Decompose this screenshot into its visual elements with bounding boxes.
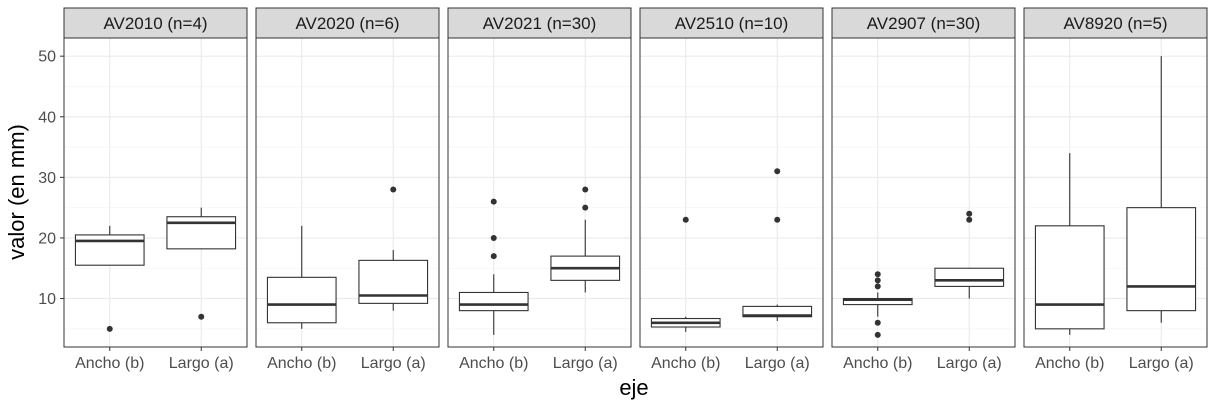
outlier-point xyxy=(682,216,689,223)
box-body xyxy=(1034,225,1105,330)
panel-background xyxy=(64,38,247,347)
facet-strip-label: AV2510 (n=10) xyxy=(675,14,789,33)
outlier-point xyxy=(198,313,205,320)
panel-background xyxy=(832,38,1015,347)
outlier-point xyxy=(874,331,881,338)
box-body xyxy=(74,234,145,266)
facet-panel: AV2020 (n=6) Ancho (b) Largo (a) xyxy=(255,7,440,372)
outlier-point xyxy=(106,325,113,332)
facet-strip-label: AV2907 (n=30) xyxy=(867,14,981,33)
outlier-point xyxy=(390,186,397,193)
outlier-point xyxy=(490,253,497,260)
panels-layer: AV2010 (n=4)Ancho (b) Largo (a)AV2020 (n=… xyxy=(63,7,1208,372)
box xyxy=(550,186,621,293)
x-tick-label: Ancho (b) xyxy=(843,355,912,372)
outlier-point xyxy=(874,271,881,278)
outlier-point xyxy=(874,277,881,284)
y-tick-label: 30 xyxy=(38,170,56,187)
box xyxy=(458,198,529,335)
box xyxy=(650,216,721,332)
panel-border xyxy=(639,37,824,348)
facet-panel: AV2510 (n=10) Ancho (b) Largo (a) xyxy=(639,7,824,372)
box xyxy=(742,168,813,321)
facet-panel: AV2010 (n=4) Ancho (b) Largo (a) xyxy=(63,7,248,372)
box-body xyxy=(1126,207,1197,312)
y-tick-label: 50 xyxy=(38,49,56,66)
box xyxy=(266,225,337,329)
x-tick-label: Largo (a) xyxy=(1129,355,1194,372)
x-tick-label: Ancho (b) xyxy=(459,355,528,372)
facet-strip xyxy=(1023,7,1208,39)
outlier-point xyxy=(874,283,881,290)
box-body xyxy=(458,291,529,312)
x-tick-label: Ancho (b) xyxy=(651,355,720,372)
facet-panel: AV8920 (n=5) Ancho (b) Largo (a) xyxy=(1023,7,1208,372)
x-tick-label: Largo (a) xyxy=(553,355,618,372)
outlier-point xyxy=(874,319,881,326)
facet-strip xyxy=(63,7,248,39)
outlier-point xyxy=(490,234,497,241)
outlier-point xyxy=(774,216,781,223)
y-axis-title: valor (en mm) xyxy=(4,124,29,260)
facet-strip-label: AV2010 (n=4) xyxy=(103,14,207,33)
box xyxy=(358,186,429,311)
facet-strip-label: AV2021 (n=30) xyxy=(483,14,597,33)
panel-border xyxy=(255,37,440,348)
facet-panel: AV2021 (n=30) Ancho (b) Largo (a) xyxy=(447,7,632,372)
facet-strip xyxy=(639,7,824,39)
box xyxy=(74,225,145,332)
box xyxy=(1034,153,1105,335)
outlier-point xyxy=(774,168,781,175)
outlier-point xyxy=(966,216,973,223)
box xyxy=(842,271,913,338)
x-tick-label: Ancho (b) xyxy=(1035,355,1104,372)
box xyxy=(166,207,237,320)
outlier-point xyxy=(966,210,973,217)
panel-border xyxy=(63,37,248,348)
facet-strip-label: AV8920 (n=5) xyxy=(1063,14,1167,33)
x-tick-label: Largo (a) xyxy=(937,355,1002,372)
box xyxy=(1126,56,1197,323)
x-tick-label: Ancho (b) xyxy=(75,355,144,372)
panel-border xyxy=(447,37,632,348)
outlier-point xyxy=(582,186,589,193)
x-tick-label: Ancho (b) xyxy=(267,355,336,372)
box-body xyxy=(358,259,429,304)
outlier-point xyxy=(490,198,497,205)
facet-strip xyxy=(447,7,632,39)
outlier-point xyxy=(582,204,589,211)
facet-panel: AV2907 (n=30) Ancho (b) Largo (a) xyxy=(831,7,1016,372)
panel-border xyxy=(1023,37,1208,348)
x-tick-label: Largo (a) xyxy=(745,355,810,372)
panel-border xyxy=(831,37,1016,348)
x-tick-label: Largo (a) xyxy=(169,355,234,372)
panel-background xyxy=(640,38,823,347)
facet-strip-label: AV2020 (n=6) xyxy=(295,14,399,33)
box-body xyxy=(266,276,337,324)
box xyxy=(934,210,1005,299)
box-body xyxy=(934,267,1005,287)
y-tick-label: 40 xyxy=(38,109,56,126)
y-tick-label: 10 xyxy=(38,291,56,308)
x-axis-title: eje xyxy=(619,375,648,400)
x-tick-label: Largo (a) xyxy=(361,355,426,372)
y-tick-label: 20 xyxy=(38,230,56,247)
y-axis: 10 20 30 40 50 xyxy=(38,49,64,308)
